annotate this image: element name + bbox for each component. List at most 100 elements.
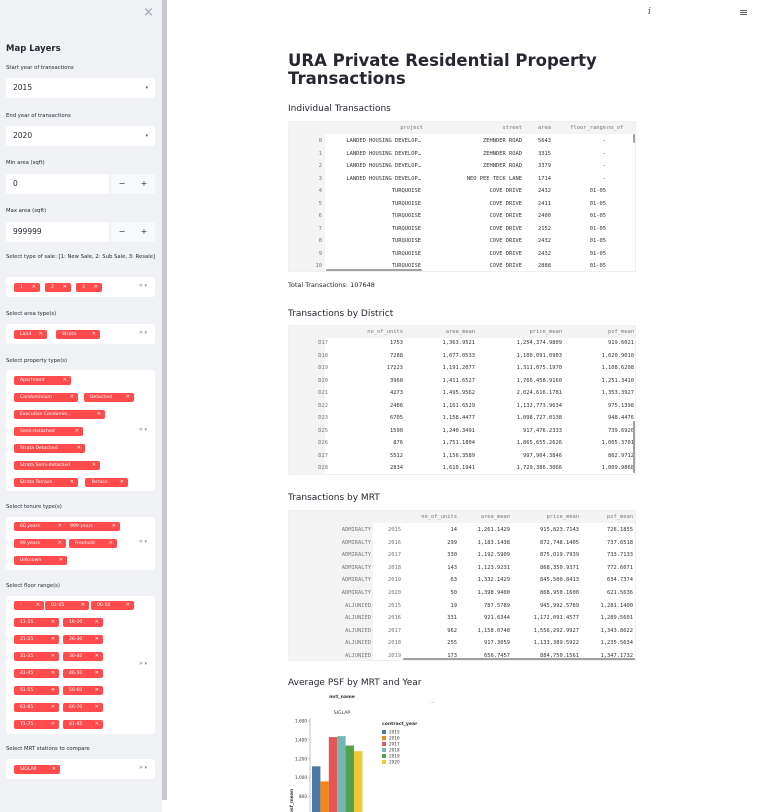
tag-close-icon[interactable]: ✕ [91, 462, 96, 468]
floor-range-tag[interactable]: 66-70 ✕ [63, 703, 103, 712]
area-type-tag[interactable]: Land ✕ [14, 330, 47, 339]
min-area-decrement-button[interactable]: − [111, 174, 133, 194]
property-type-tag[interactable]: Apartment ✕ [14, 376, 71, 385]
property-type-tag[interactable]: Executive Condomin... ✕ [14, 410, 105, 419]
sale-type-tag[interactable]: 2 ✕ [45, 283, 71, 292]
sale-type-multiselect[interactable]: 1 ✕ 2 ✕ 3 ✕ ✕ ▾ [6, 277, 155, 297]
clear-all-icon[interactable]: ✕ ▾ [138, 539, 147, 545]
tenure-multiselect[interactable]: 60 years ✕ 999 years ✕ 99 years ✕ Freehold ✕… [6, 517, 155, 570]
property-type-tag[interactable]: Terrace ✕ [85, 478, 128, 487]
tag-close-icon[interactable]: ✕ [94, 670, 99, 676]
tag-close-icon[interactable]: ✕ [80, 602, 85, 608]
tenure-tag[interactable]: 99 years ✕ [14, 539, 66, 548]
tag-close-icon[interactable]: ✕ [94, 653, 99, 659]
tag-close-icon[interactable]: ✕ [38, 331, 43, 337]
tag-close-icon[interactable]: ✕ [76, 445, 81, 451]
sale-type-tag[interactable]: 1 ✕ [14, 283, 40, 292]
mrt-station-tag[interactable]: SIGLAP ✕ [14, 765, 60, 774]
floor-range-tag[interactable]: 41-45 ✕ [14, 669, 59, 678]
tenure-tag[interactable]: Unknown ✕ [14, 556, 67, 565]
max-area-decrement-button[interactable]: − [111, 222, 133, 242]
tag-close-icon[interactable]: ✕ [50, 653, 55, 659]
tag-close-icon[interactable]: ✕ [93, 284, 98, 290]
table-horizontal-scrollbar[interactable] [403, 658, 635, 660]
floor-range-tag[interactable]: - ✕ [14, 601, 44, 610]
tag-close-icon[interactable]: ✕ [69, 394, 74, 400]
tag-close-icon[interactable]: ✕ [58, 557, 63, 563]
floor-range-tag[interactable]: 06-10 ✕ [91, 601, 134, 610]
clear-all-icon[interactable]: ✕ ▾ [138, 283, 147, 289]
tag-close-icon[interactable]: ✕ [125, 394, 130, 400]
floor-range-tag[interactable]: 21-25 ✕ [14, 635, 59, 644]
tag-close-icon[interactable]: ✕ [94, 721, 99, 727]
property-type-tag[interactable]: Strata Semi-detached ✕ [14, 461, 100, 470]
floor-range-tag[interactable]: 51-55 ✕ [14, 686, 59, 695]
tag-close-icon[interactable]: ✕ [74, 428, 79, 434]
tag-close-icon[interactable]: ✕ [50, 704, 55, 710]
property-type-tag[interactable]: Semi-detached ✕ [14, 427, 83, 436]
area-type-multiselect[interactable]: Land ✕ Strata ✕ ✕ ▾ [6, 324, 155, 344]
chart-bar-2019[interactable] [345, 745, 354, 812]
tag-close-icon[interactable]: ✕ [51, 766, 56, 772]
min-area-increment-button[interactable]: + [133, 174, 155, 194]
floor-range-multiselect[interactable]: - ✕ 01-05 ✕ 06-10 ✕ 11-15 ✕ 16-20 ✕ 21-25 ✕ 26… [6, 596, 155, 734]
tag-close-icon[interactable]: ✕ [62, 284, 67, 290]
min-area-input[interactable]: 0 [6, 174, 109, 194]
hamburger-menu-icon[interactable]: ≡ [739, 6, 749, 19]
clear-all-icon[interactable]: ✕ ▾ [138, 427, 147, 433]
tenure-tag[interactable]: Freehold ✕ [69, 539, 117, 548]
floor-range-tag[interactable]: 81-85 ✕ [63, 720, 103, 729]
floor-range-tag[interactable]: 46-50 ✕ [63, 669, 103, 678]
district-transactions-table[interactable]: no_of_units area_mean price_mean psf_mean D1… [288, 325, 636, 475]
chart-bar-2018[interactable] [337, 736, 346, 812]
tag-close-icon[interactable]: ✕ [94, 704, 99, 710]
floor-range-tag[interactable]: 71-75 ✕ [14, 720, 59, 729]
sidebar-scrollbar-thumb[interactable] [162, 0, 167, 800]
close-icon[interactable]: × [143, 5, 154, 20]
floor-range-tag[interactable]: 31-35 ✕ [14, 652, 59, 661]
tag-close-icon[interactable]: ✕ [125, 602, 130, 608]
mrt-stations-multiselect[interactable]: SIGLAP ✕ ✕ ▾ [6, 759, 155, 779]
info-icon[interactable]: i [648, 7, 651, 17]
tenure-tag[interactable]: 60 years ✕ [14, 522, 66, 531]
tag-close-icon[interactable]: ✕ [94, 636, 99, 642]
tag-close-icon[interactable]: ✕ [50, 619, 55, 625]
tag-close-icon[interactable]: ✕ [108, 540, 113, 546]
tag-close-icon[interactable]: ✕ [50, 687, 55, 693]
mrt-transactions-table[interactable]: no_of_units area_mean price_mean psf_mean AD… [288, 510, 636, 661]
tag-close-icon[interactable]: ✕ [50, 636, 55, 642]
floor-range-tag[interactable]: 61-65 ✕ [14, 703, 59, 712]
table-vertical-scrollbar[interactable] [633, 134, 635, 143]
area-type-tag[interactable]: Strata ✕ [56, 330, 100, 339]
tag-close-icon[interactable]: ✕ [69, 479, 74, 485]
floor-range-tag[interactable]: 26-30 ✕ [63, 635, 103, 644]
tag-close-icon[interactable]: ✕ [94, 619, 99, 625]
tag-close-icon[interactable]: ✕ [57, 523, 62, 529]
tag-close-icon[interactable]: ✕ [50, 721, 55, 727]
property-type-tag[interactable]: Strata Detached ✕ [14, 444, 85, 453]
property-type-multiselect[interactable]: Apartment ✕ Condominium ✕ Detached ✕ Execut… [6, 370, 155, 491]
sale-type-tag[interactable]: 3 ✕ [76, 283, 102, 292]
tag-close-icon[interactable]: ✕ [50, 670, 55, 676]
tag-close-icon[interactable]: ✕ [35, 602, 40, 608]
property-type-tag[interactable]: Condominium ✕ [14, 393, 78, 402]
individual-transactions-table[interactable]: project street area floor_range no_of 0 LANDED… [288, 121, 636, 272]
floor-range-tag[interactable]: 11-15 ✕ [14, 618, 59, 627]
tag-close-icon[interactable]: ✕ [62, 377, 67, 383]
property-type-tag[interactable]: Strata Terrace ✕ [14, 478, 78, 487]
table-horizontal-scrollbar[interactable] [326, 269, 422, 271]
tag-close-icon[interactable]: ✕ [96, 411, 101, 417]
tag-close-icon[interactable]: ✕ [111, 523, 116, 529]
tag-close-icon[interactable]: ✕ [119, 479, 124, 485]
floor-range-tag[interactable]: 16-20 ✕ [63, 618, 103, 627]
tag-close-icon[interactable]: ✕ [57, 540, 62, 546]
floor-range-tag[interactable]: 56-60 ✕ [63, 686, 103, 695]
chart-bar-2017[interactable] [328, 737, 338, 812]
more-options-icon[interactable]: ··· [430, 700, 435, 706]
chart-bar-2016[interactable] [320, 781, 329, 812]
start-year-select[interactable]: 2015 ▾ [6, 78, 155, 98]
property-type-tag[interactable]: Detached ✕ [84, 393, 134, 402]
end-year-select[interactable]: 2020 ▾ [6, 126, 155, 146]
floor-range-tag[interactable]: 36-40 ✕ [63, 652, 103, 661]
tag-close-icon[interactable]: ✕ [31, 284, 36, 290]
